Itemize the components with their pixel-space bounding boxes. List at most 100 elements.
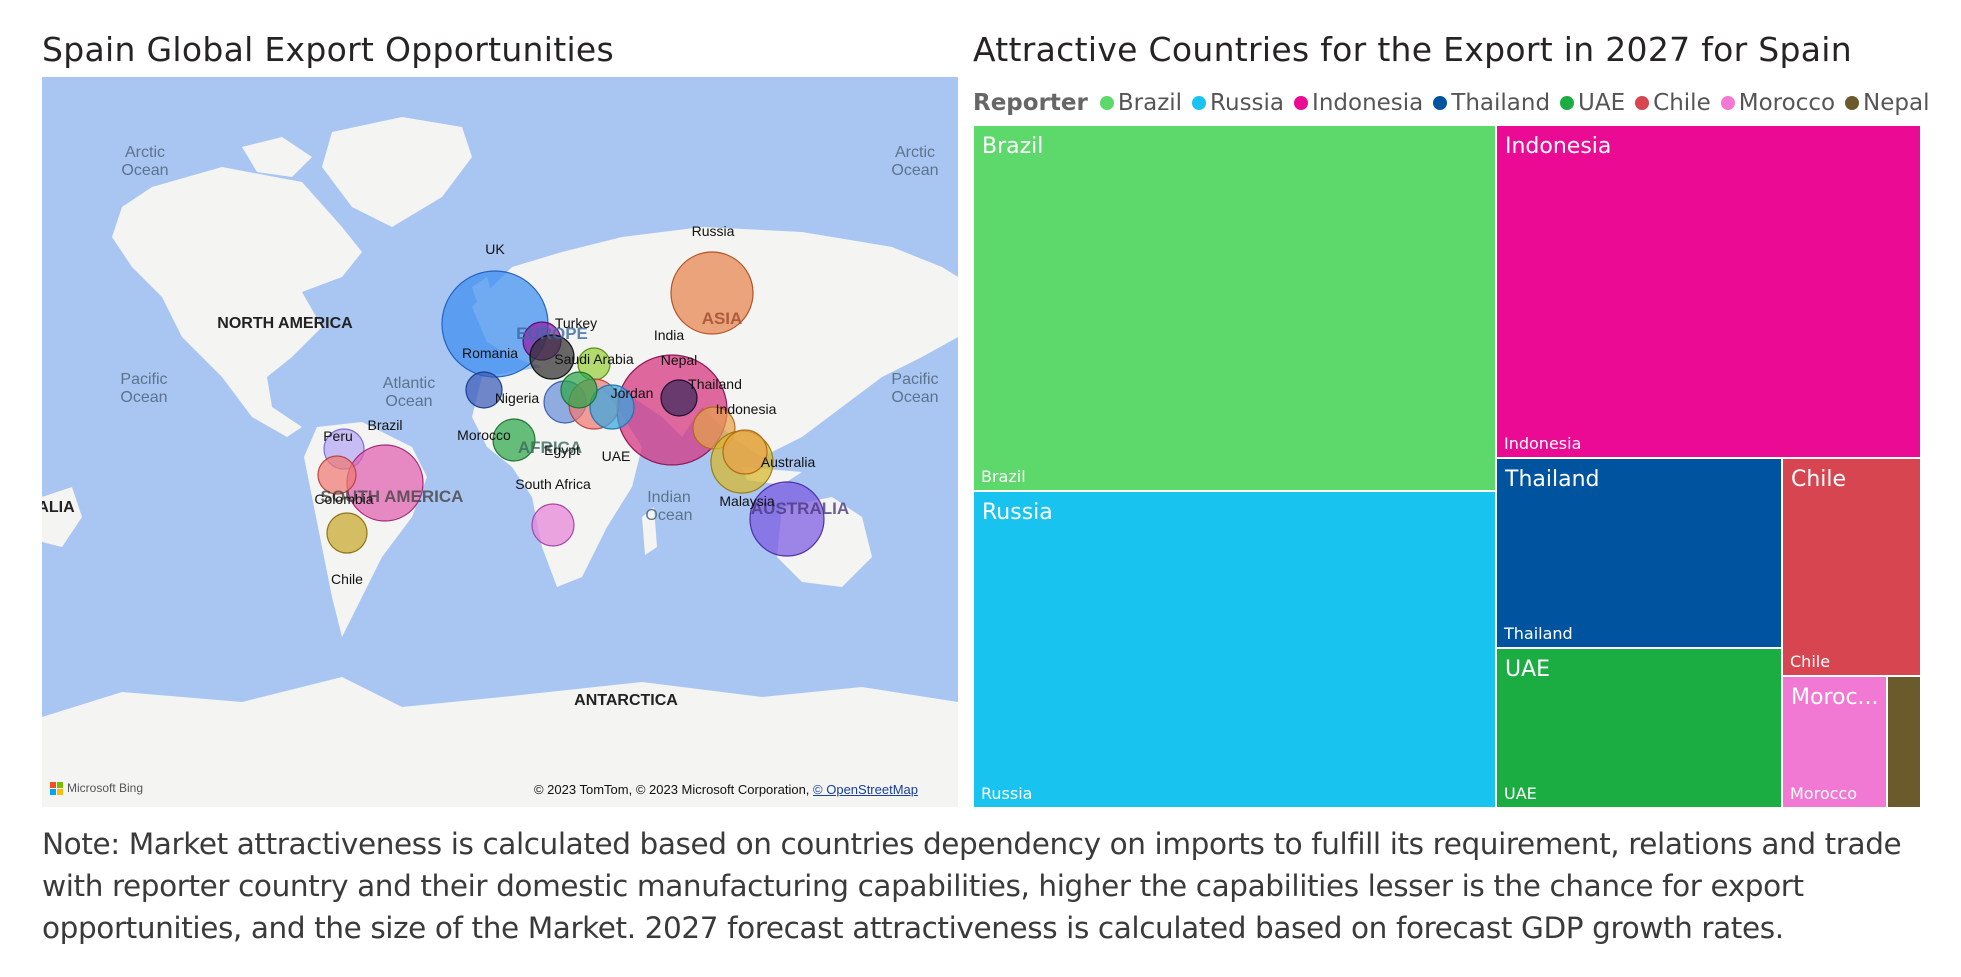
treemap-visual-title: Attractive Countries for the Export in 2…: [973, 30, 1852, 69]
bubble-label-russia: Russia: [691, 223, 735, 239]
north-america-landmass: [112, 167, 362, 437]
tile-title-morocco: Moroc...: [1791, 685, 1879, 710]
pacific-ocean-left-label: Pacific Ocean: [120, 371, 168, 406]
legend-item-russia[interactable]: Russia: [1192, 90, 1284, 116]
bubble-jordan[interactable]: [589, 384, 635, 430]
legend-item-uae[interactable]: UAE: [1560, 90, 1625, 116]
legend-label-russia: Russia: [1210, 90, 1285, 116]
bubble-malaysia[interactable]: [722, 429, 768, 475]
tile-title-thailand: Thailand: [1505, 467, 1600, 492]
bubble-label-egypt: Egypt: [544, 442, 580, 458]
world-bubble-map[interactable]: Arctic Ocean Arctic Ocean Atlantic Ocean…: [42, 77, 958, 807]
legend-dot-russia: [1192, 96, 1207, 110]
bing-logo[interactable]: Microsoft Bing: [50, 781, 143, 795]
bubble-morocco[interactable]: [492, 418, 536, 462]
treemap-tile-chile[interactable]: Chile Chile: [1782, 458, 1921, 676]
tile-title-chile: Chile: [1791, 467, 1847, 492]
bubble-south-africa[interactable]: [531, 503, 575, 547]
bubble-label-jordan: Jordan: [610, 385, 654, 401]
legend-item-chile[interactable]: Chile: [1635, 90, 1711, 116]
africa-label: AFRICA: [517, 438, 583, 457]
bubble-saudi-green[interactable]: [560, 371, 598, 409]
legend-item-indonesia[interactable]: Indonesia: [1294, 90, 1423, 116]
legend-dot-uae: [1560, 96, 1575, 110]
antarctica-label: ANTARCTICA: [574, 692, 678, 709]
pacific-ocean-right-label: Pacific Ocean: [891, 371, 939, 406]
antarctica-landmass: [42, 677, 958, 807]
arctic-ocean-right-label: Arctic Ocean: [891, 144, 939, 179]
legend-title: Reporter: [973, 90, 1088, 116]
tile-title-uae: UAE: [1505, 657, 1551, 682]
south-america-label: SOUTH AMERICA: [320, 487, 464, 506]
europe-label: EUROPE: [516, 324, 588, 343]
bubble-label-thailand: Thailand: [688, 376, 742, 392]
tile-sub-brazil: Brazil: [981, 467, 1026, 486]
australia-label: AUSTRALIA: [750, 499, 850, 518]
treemap-tile-russia[interactable]: Russia Russia: [973, 491, 1496, 808]
legend-label-nepal: Nepal: [1863, 90, 1930, 116]
tile-sub-uae: UAE: [1504, 784, 1537, 803]
bubble-label-peru: Peru: [323, 428, 353, 444]
legend-label-indonesia: Indonesia: [1312, 90, 1424, 116]
bubble-brazil[interactable]: [346, 444, 424, 522]
bubble-nigeria[interactable]: [465, 371, 503, 409]
bubble-label-romania: Romania: [461, 345, 519, 361]
bubble-russia[interactable]: [670, 251, 754, 335]
bubble-label-uk: UK: [485, 241, 505, 257]
tile-sub-morocco: Morocco: [1790, 784, 1857, 803]
arctic-islands-landmass: [242, 137, 312, 177]
bing-logo-text: Microsoft Bing: [67, 781, 144, 795]
bubble-label-india: India: [653, 327, 685, 343]
left-edge-landmass: [42, 487, 82, 547]
legend-dot-nepal: [1845, 96, 1860, 110]
treemap-tile-indonesia[interactable]: Indonesia Indonesia: [1496, 125, 1921, 458]
bubble-label-morocco: Morocco: [457, 427, 511, 443]
legend-item-brazil[interactable]: Brazil: [1099, 90, 1183, 116]
legend-item-nepal[interactable]: Nepal: [1845, 90, 1930, 116]
bubble-label-nigeria: Nigeria: [494, 390, 540, 406]
treemap-tile-brazil[interactable]: Brazil Brazil: [973, 125, 1496, 491]
bubble-label-indonesia: Indonesia: [715, 401, 777, 417]
map-copyright: © 2023 TomTom, © 2023 Microsoft Corporat…: [534, 782, 918, 797]
tile-sub-russia: Russia: [981, 784, 1033, 803]
legend-label-morocco: Morocco: [1738, 90, 1836, 116]
treemap-tile-morocco[interactable]: Moroc... Morocco: [1782, 676, 1887, 808]
bubble-label-south-africa: South Africa: [515, 476, 591, 492]
bubble-label-turkey: Turkey: [554, 315, 598, 331]
bubble-label-australia: Australia: [760, 454, 816, 470]
treemap-tile-nepal[interactable]: [1887, 676, 1921, 808]
bubble-label-colombia: Colombia: [314, 491, 374, 507]
bubble-romania[interactable]: [529, 334, 575, 380]
map-visual-title: Spain Global Export Opportunities: [42, 30, 615, 69]
tile-title-indonesia: Indonesia: [1505, 134, 1612, 159]
tile-sub-indonesia: Indonesia: [1504, 434, 1582, 453]
legend-dot-indonesia: [1294, 96, 1309, 110]
legend-dot-thailand: [1433, 96, 1448, 110]
bubble-label-nepal: Nepal: [660, 352, 698, 368]
map-base-layer: [42, 77, 958, 807]
bubble-nepal[interactable]: [660, 379, 698, 417]
legend-dot-brazil: [1099, 96, 1114, 110]
bubble-label-malaysia: Malaysia: [719, 493, 775, 509]
legend-label-uae: UAE: [1578, 90, 1626, 116]
arctic-ocean-left-label: Arctic Ocean: [121, 144, 169, 179]
openstreetmap-link[interactable]: © OpenStreetMap: [813, 782, 918, 797]
footnote: Note: Market attractiveness is calculate…: [42, 827, 1902, 945]
indian-ocean-label: Indian Ocean: [645, 489, 693, 524]
tile-title-brazil: Brazil: [982, 134, 1044, 159]
bubble-chile[interactable]: [326, 512, 368, 554]
bubble-label-uae: UAE: [601, 448, 631, 464]
tile-sub-chile: Chile: [1790, 652, 1831, 671]
bubble-colombia[interactable]: [317, 455, 357, 495]
bubble-label-saudi-arabia: Saudi Arabia: [554, 351, 634, 367]
left-edge-continent-label: ALIA: [42, 499, 75, 516]
legend-dot-morocco: [1720, 96, 1735, 110]
legend-item-morocco[interactable]: Morocco: [1720, 90, 1836, 116]
legend-label-brazil: Brazil: [1117, 90, 1183, 116]
legend-item-thailand[interactable]: Thailand: [1433, 90, 1550, 116]
bubble-australia-purple[interactable]: [749, 481, 825, 557]
treemap: Brazil Brazil Russia Russia Indonesia In…: [973, 125, 1921, 808]
treemap-tile-uae[interactable]: UAE UAE: [1496, 648, 1782, 808]
treemap-tile-thailand[interactable]: Thailand Thailand: [1496, 458, 1782, 648]
tile-sub-thailand: Thailand: [1504, 624, 1573, 643]
